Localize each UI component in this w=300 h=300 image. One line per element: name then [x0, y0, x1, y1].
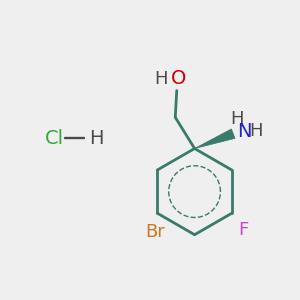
Text: O: O: [170, 69, 186, 88]
Text: H: H: [154, 70, 168, 88]
Text: H: H: [250, 122, 263, 140]
Text: H: H: [89, 129, 103, 148]
Text: Br: Br: [145, 223, 165, 241]
Polygon shape: [195, 129, 235, 148]
Text: N: N: [237, 122, 251, 141]
Text: F: F: [238, 221, 248, 239]
Text: H: H: [230, 110, 244, 128]
Text: Cl: Cl: [45, 129, 64, 148]
